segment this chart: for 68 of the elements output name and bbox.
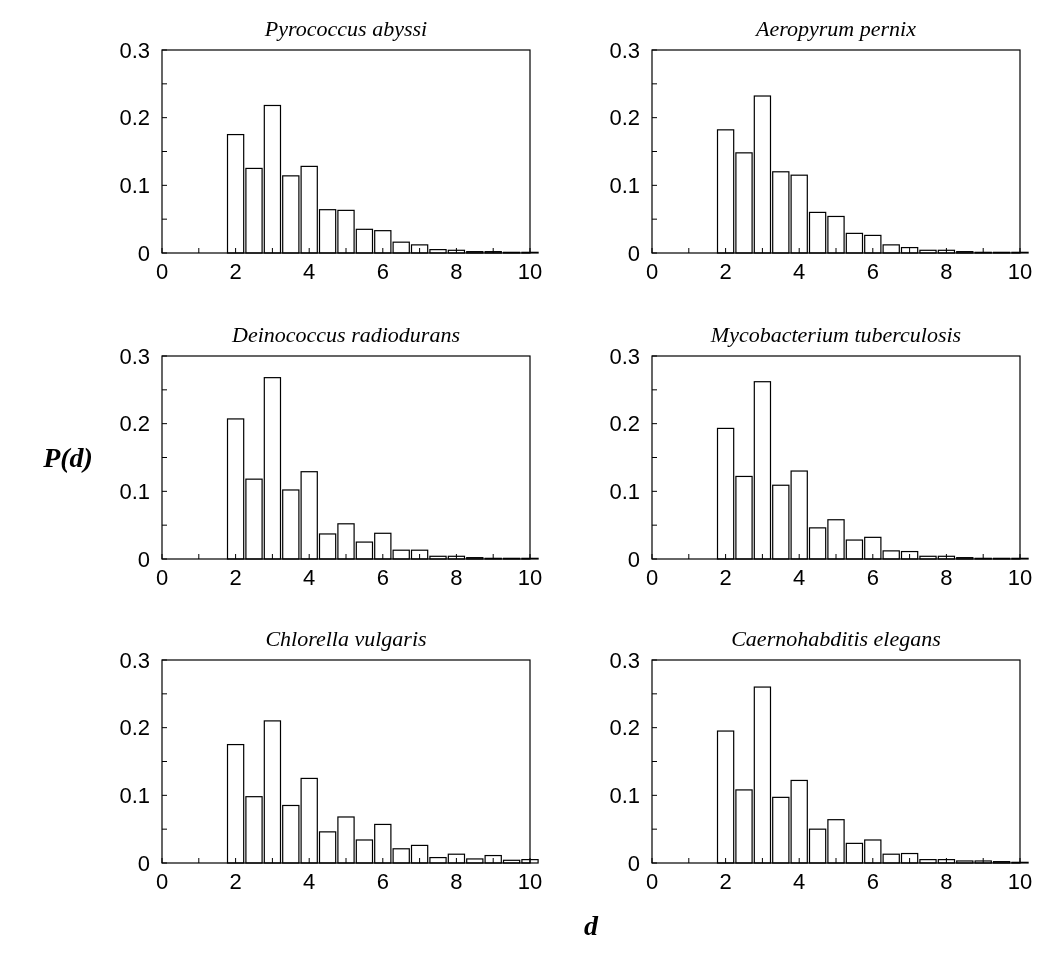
- chart-title: Aeropyrum pernix: [754, 16, 917, 41]
- y-tick-label: 0.2: [119, 715, 150, 741]
- y-tick-label: 0.3: [119, 37, 150, 63]
- x-tick-label: 2: [719, 869, 732, 894]
- y-tick-label: 0.2: [119, 105, 150, 131]
- x-tick-label: 0: [645, 869, 659, 894]
- chart-title: Deinococcus radiodurans: [231, 322, 460, 347]
- x-tick-label: 4: [793, 869, 806, 894]
- x-tick-label: 10: [517, 565, 543, 590]
- x-tick-label: 4: [793, 565, 806, 590]
- x-tick-label: 6: [376, 259, 389, 284]
- y-tick-label: 0.3: [609, 647, 640, 673]
- x-tick-label: 10: [1007, 259, 1033, 284]
- x-tick-label: 0: [155, 259, 169, 284]
- y-tick-label: 0.2: [119, 411, 150, 437]
- y-tick-label: 0.1: [609, 173, 640, 199]
- x-tick-label: 4: [303, 259, 316, 284]
- y-tick-label: 0.1: [609, 783, 640, 809]
- x-tick-label: 6: [866, 565, 879, 590]
- x-tick-label: 4: [303, 869, 316, 894]
- y-tick-label: 0: [137, 240, 150, 266]
- x-tick-label: 4: [793, 259, 806, 284]
- y-tick-label: 0.3: [609, 37, 640, 63]
- x-tick-label: 6: [866, 869, 879, 894]
- y-tick-label: 0.3: [609, 343, 640, 369]
- x-tick-label: 2: [229, 869, 242, 894]
- x-tick-label: 0: [155, 565, 169, 590]
- chart-title: Caernohabditis elegans: [731, 626, 941, 651]
- y-tick-label: 0.1: [119, 173, 150, 199]
- y-tick-label: 0.1: [609, 479, 640, 505]
- chart-title: Pyrococcus abyssi: [263, 16, 428, 41]
- x-axis-title: d: [584, 910, 599, 941]
- y-tick-label: 0: [627, 850, 640, 876]
- x-tick-label: 2: [229, 565, 242, 590]
- x-tick-label: 10: [517, 259, 543, 284]
- x-tick-label: 0: [645, 565, 659, 590]
- y-tick-label: 0.2: [609, 105, 640, 131]
- y-tick-label: 0.1: [119, 783, 150, 809]
- y-tick-label: 0: [137, 850, 150, 876]
- x-tick-label: 2: [229, 259, 242, 284]
- x-tick-label: 2: [719, 565, 732, 590]
- x-tick-label: 10: [517, 869, 543, 894]
- x-tick-label: 8: [450, 565, 463, 590]
- chart-title: Chlorella vulgaris: [265, 626, 427, 651]
- y-tick-label: 0: [627, 546, 640, 572]
- x-tick-label: 6: [866, 259, 879, 284]
- x-tick-label: 6: [376, 565, 389, 590]
- y-tick-label: 0.2: [609, 411, 640, 437]
- x-tick-label: 8: [940, 565, 953, 590]
- y-tick-label: 0.2: [609, 715, 640, 741]
- y-tick-label: 0.1: [119, 479, 150, 505]
- x-tick-label: 4: [303, 565, 316, 590]
- x-tick-label: 8: [940, 259, 953, 284]
- y-tick-label: 0.3: [119, 647, 150, 673]
- x-tick-label: 2: [719, 259, 732, 284]
- y-tick-label: 0: [137, 546, 150, 572]
- x-tick-label: 0: [645, 259, 659, 284]
- x-tick-label: 0: [155, 869, 169, 894]
- y-axis-title: P(d): [42, 442, 93, 474]
- x-tick-label: 10: [1007, 869, 1033, 894]
- x-tick-label: 10: [1007, 565, 1033, 590]
- chart-title: Mycobacterium tuberculosis: [709, 322, 962, 347]
- x-tick-label: 8: [450, 869, 463, 894]
- y-tick-label: 0: [627, 240, 640, 266]
- x-tick-label: 8: [450, 259, 463, 284]
- x-tick-label: 6: [376, 869, 389, 894]
- y-tick-label: 0.3: [119, 343, 150, 369]
- x-tick-label: 8: [940, 869, 953, 894]
